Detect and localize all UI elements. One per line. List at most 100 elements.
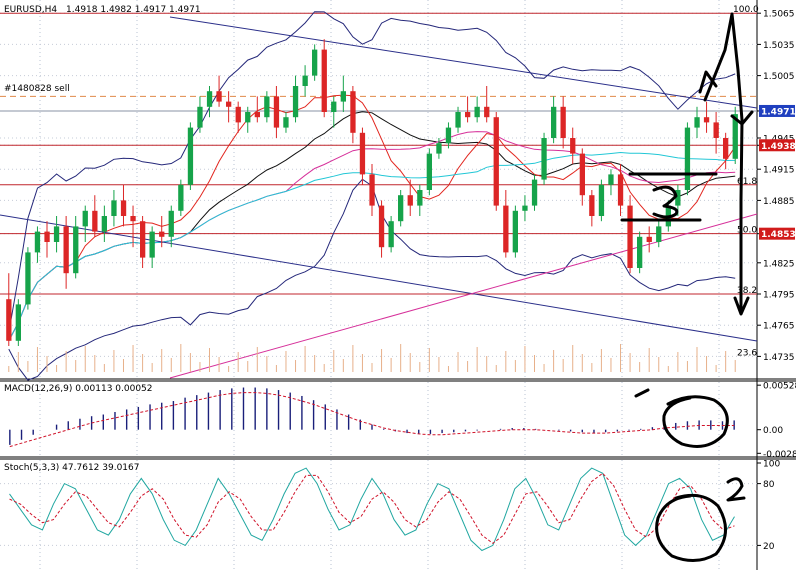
candle-body xyxy=(140,221,146,258)
hand-arrow-head-up xyxy=(698,70,718,94)
candle-body xyxy=(15,304,21,341)
candle-body xyxy=(283,117,289,128)
price-tick-label: 1.4915 xyxy=(763,166,795,176)
candle-body xyxy=(73,226,79,274)
candle-body xyxy=(369,174,375,206)
price-axis-labels: 1.50651.50351.50051.49711.49451.49381.49… xyxy=(757,10,796,363)
ma-red xyxy=(8,94,736,342)
macd-tick-label: -0.0028 xyxy=(763,450,796,460)
price-tick-label: 1.4735 xyxy=(763,353,795,363)
candle-body xyxy=(331,101,337,112)
candle-body xyxy=(350,91,356,133)
stoch-title: Stoch(5,3,3) 47.7612 39.0167 xyxy=(4,463,139,473)
candle-body xyxy=(149,231,155,258)
candle-body xyxy=(111,200,117,216)
candle-body xyxy=(465,112,471,118)
ma-magenta xyxy=(8,131,736,342)
candle-body xyxy=(226,101,232,107)
candles-series xyxy=(6,39,738,346)
candle-body xyxy=(531,179,538,206)
trendline-lower xyxy=(0,214,758,342)
macd-tick-label: 0.00528 xyxy=(763,382,796,392)
fib-label: 50.0 xyxy=(737,226,757,236)
candle-body xyxy=(637,236,643,268)
macd-panel: 0.00528 0.00 -0.0028 xyxy=(9,382,796,460)
candle-body xyxy=(436,143,442,154)
candle-body xyxy=(684,127,691,190)
candle-body xyxy=(493,117,499,206)
candle-body xyxy=(398,195,404,222)
candle-body xyxy=(608,174,614,185)
bollinger-upper xyxy=(8,11,736,333)
price-grid xyxy=(0,0,757,570)
candle-body xyxy=(340,91,346,102)
stoch-signal-line xyxy=(9,472,735,544)
candle-body xyxy=(53,226,60,242)
fib-label: 100.0 xyxy=(733,5,759,15)
candle-body xyxy=(235,106,241,123)
hand-circle-stoch xyxy=(655,493,727,562)
candle-body xyxy=(25,252,31,305)
candle-body xyxy=(206,91,213,107)
stoch-main-line xyxy=(9,467,735,552)
candle-body xyxy=(551,106,557,138)
hand-number-3 xyxy=(652,185,679,219)
price-tick-label: 1.4795 xyxy=(763,291,795,301)
price-tick-label: 1.5005 xyxy=(763,72,795,82)
candle-body xyxy=(159,231,165,237)
ma-black xyxy=(8,111,736,342)
trendline-upper xyxy=(169,16,758,109)
horizontal-levels xyxy=(0,12,757,295)
macd-title: MACD(12,26,9) 0.00113 0.00052 xyxy=(4,384,153,394)
candle-body xyxy=(254,112,260,118)
chart-symbol: EURUSD,H4 xyxy=(4,5,57,15)
candle-body xyxy=(579,153,585,196)
candle-body xyxy=(6,299,12,341)
fib-labels: 100.0 61.8 50.0 38.2 23.6 xyxy=(733,5,759,358)
price-tag xyxy=(759,227,795,240)
candle-body xyxy=(197,106,203,128)
stoch-tick-label: 20 xyxy=(763,542,775,552)
candle-body xyxy=(187,127,194,185)
price-tag-label: 1.4853 xyxy=(761,230,796,240)
candle-body xyxy=(656,226,662,242)
candle-body xyxy=(120,200,127,216)
candle-body xyxy=(178,184,184,211)
candle-body xyxy=(512,210,518,253)
candle-body xyxy=(713,122,719,138)
price-tag xyxy=(759,139,795,152)
fib-label: 38.2 xyxy=(737,286,757,296)
candle-body xyxy=(560,106,566,138)
candle-body xyxy=(589,195,595,216)
candle-body xyxy=(503,205,509,253)
stoch-tick-label: 100 xyxy=(763,460,780,470)
fib-label: 23.6 xyxy=(737,348,757,358)
candle-body xyxy=(598,184,605,216)
candle-body xyxy=(417,190,423,206)
candle-body xyxy=(627,205,633,268)
hand-drawn-annotations xyxy=(620,12,754,562)
candle-body xyxy=(34,231,41,253)
candle-body xyxy=(321,49,327,112)
candle-body xyxy=(82,210,88,227)
candle-body xyxy=(292,86,299,118)
macd-signal-line xyxy=(9,392,735,448)
stoch-panel: 100 80 20 xyxy=(0,460,780,552)
candle-body xyxy=(245,112,251,123)
candle-body xyxy=(732,114,738,159)
price-tick-label: 1.4765 xyxy=(763,322,795,332)
fib-label: 61.8 xyxy=(737,177,757,187)
price-tick-label: 1.5035 xyxy=(763,41,795,51)
candle-body xyxy=(168,210,174,237)
price-tick-label: 1.5065 xyxy=(763,10,795,20)
candle-body xyxy=(216,91,222,102)
candle-body xyxy=(312,49,318,76)
candle-body xyxy=(445,127,452,144)
candle-body xyxy=(407,195,413,206)
candle-body xyxy=(63,226,69,274)
chart-ohlc: 1.4918 1.4982 1.4917 1.4971 xyxy=(66,5,201,15)
candle-body xyxy=(359,132,366,175)
hand-arrow-head-down xyxy=(733,296,750,316)
